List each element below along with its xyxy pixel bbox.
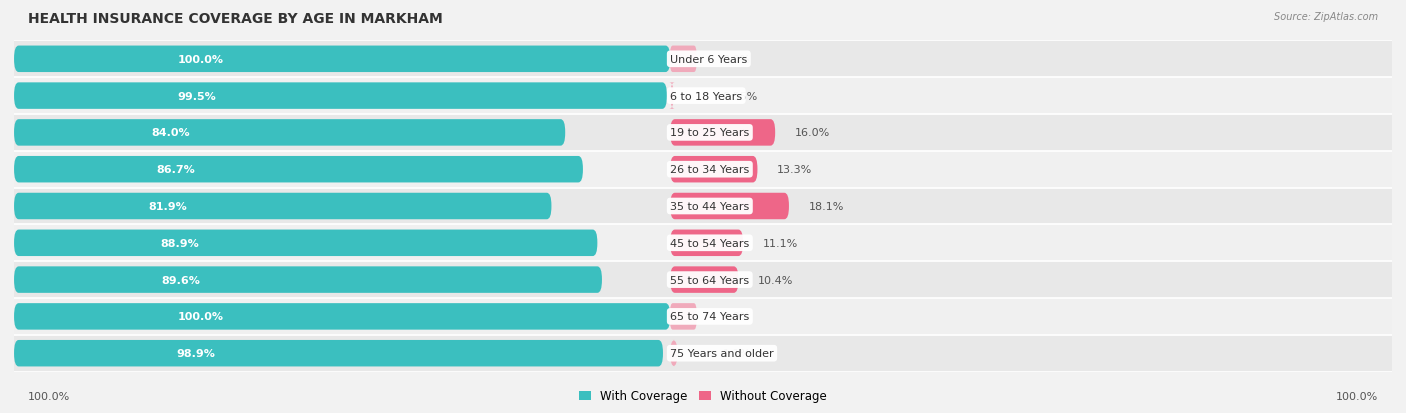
Text: 75 Years and older: 75 Years and older — [671, 348, 773, 358]
Text: 84.0%: 84.0% — [152, 128, 190, 138]
Text: 45 to 54 Years: 45 to 54 Years — [671, 238, 749, 248]
FancyBboxPatch shape — [671, 230, 742, 256]
Text: 19 to 25 Years: 19 to 25 Years — [671, 128, 749, 138]
Text: 100.0%: 100.0% — [28, 391, 70, 401]
FancyBboxPatch shape — [671, 340, 678, 367]
Text: 26 to 34 Years: 26 to 34 Years — [671, 165, 749, 175]
Text: 100.0%: 100.0% — [179, 312, 224, 322]
Text: 18.1%: 18.1% — [808, 202, 844, 211]
Text: 89.6%: 89.6% — [162, 275, 200, 285]
Text: 0.55%: 0.55% — [723, 91, 758, 101]
Bar — [14, 152, 1392, 188]
Text: 16.0%: 16.0% — [794, 128, 830, 138]
FancyBboxPatch shape — [671, 304, 696, 330]
FancyBboxPatch shape — [671, 120, 775, 146]
Bar — [14, 78, 1392, 115]
Text: 100.0%: 100.0% — [1336, 391, 1378, 401]
Text: 1.1%: 1.1% — [723, 348, 751, 358]
Text: 11.1%: 11.1% — [762, 238, 799, 248]
FancyBboxPatch shape — [14, 157, 583, 183]
Text: Source: ZipAtlas.com: Source: ZipAtlas.com — [1274, 12, 1378, 22]
Text: 13.3%: 13.3% — [778, 165, 813, 175]
Legend: With Coverage, Without Coverage: With Coverage, Without Coverage — [574, 385, 832, 407]
Text: 10.4%: 10.4% — [758, 275, 793, 285]
Text: 55 to 64 Years: 55 to 64 Years — [671, 275, 749, 285]
Bar — [14, 261, 1392, 298]
Text: 6 to 18 Years: 6 to 18 Years — [671, 91, 742, 101]
Text: 88.9%: 88.9% — [160, 238, 198, 248]
Text: 100.0%: 100.0% — [179, 55, 224, 65]
Bar — [14, 335, 1392, 372]
Text: 98.9%: 98.9% — [176, 348, 215, 358]
Text: 0.0%: 0.0% — [723, 55, 751, 65]
Bar — [14, 41, 1392, 78]
Bar — [14, 298, 1392, 335]
Bar — [14, 188, 1392, 225]
FancyBboxPatch shape — [671, 46, 696, 73]
FancyBboxPatch shape — [671, 157, 758, 183]
FancyBboxPatch shape — [671, 267, 738, 293]
FancyBboxPatch shape — [14, 267, 602, 293]
FancyBboxPatch shape — [14, 304, 671, 330]
FancyBboxPatch shape — [671, 193, 789, 220]
FancyBboxPatch shape — [14, 340, 664, 367]
FancyBboxPatch shape — [14, 46, 671, 73]
Text: 81.9%: 81.9% — [149, 202, 187, 211]
FancyBboxPatch shape — [14, 230, 598, 256]
FancyBboxPatch shape — [14, 83, 666, 109]
Bar — [14, 115, 1392, 152]
FancyBboxPatch shape — [14, 120, 565, 146]
Text: 99.5%: 99.5% — [177, 91, 217, 101]
Text: 0.0%: 0.0% — [723, 312, 751, 322]
FancyBboxPatch shape — [14, 193, 551, 220]
Bar — [14, 225, 1392, 261]
Text: 86.7%: 86.7% — [156, 165, 195, 175]
Text: HEALTH INSURANCE COVERAGE BY AGE IN MARKHAM: HEALTH INSURANCE COVERAGE BY AGE IN MARK… — [28, 12, 443, 26]
Text: 65 to 74 Years: 65 to 74 Years — [671, 312, 749, 322]
FancyBboxPatch shape — [669, 83, 675, 109]
Text: 35 to 44 Years: 35 to 44 Years — [671, 202, 749, 211]
Text: Under 6 Years: Under 6 Years — [671, 55, 748, 65]
